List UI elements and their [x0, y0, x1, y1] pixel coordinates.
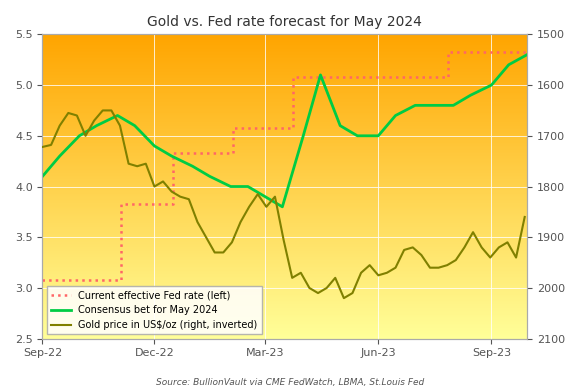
Text: Source: BullionVault via CME FedWatch, LBMA, St.Louis Fed: Source: BullionVault via CME FedWatch, L…	[156, 378, 424, 387]
Title: Gold vs. Fed rate forecast for May 2024: Gold vs. Fed rate forecast for May 2024	[147, 15, 422, 29]
Legend: Current effective Fed rate (left), Consensus bet for May 2024, Gold price in US$: Current effective Fed rate (left), Conse…	[48, 286, 262, 334]
